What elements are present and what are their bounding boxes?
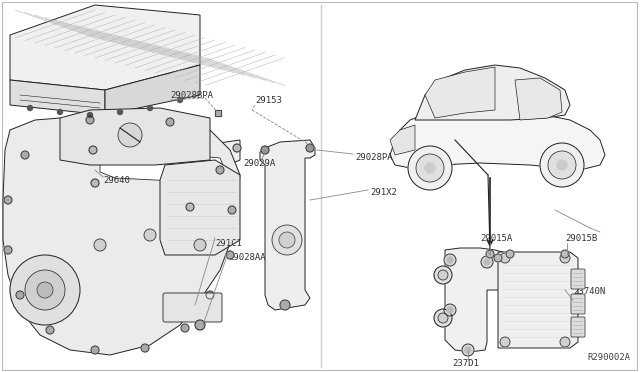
Polygon shape — [515, 78, 562, 120]
Polygon shape — [498, 252, 578, 348]
Circle shape — [484, 259, 490, 265]
Circle shape — [500, 253, 510, 263]
Text: 29640: 29640 — [103, 176, 130, 185]
FancyBboxPatch shape — [571, 269, 585, 289]
Circle shape — [144, 229, 156, 241]
Polygon shape — [85, 135, 240, 210]
Polygon shape — [105, 65, 200, 115]
Polygon shape — [60, 108, 210, 165]
Circle shape — [118, 109, 122, 115]
Polygon shape — [260, 140, 315, 310]
Text: 29029A: 29029A — [243, 158, 275, 167]
Circle shape — [88, 112, 93, 118]
Circle shape — [279, 232, 295, 248]
Circle shape — [94, 239, 106, 251]
FancyBboxPatch shape — [571, 317, 585, 337]
Circle shape — [486, 250, 494, 258]
Circle shape — [195, 320, 205, 330]
Circle shape — [86, 116, 94, 124]
Circle shape — [557, 160, 567, 170]
Circle shape — [434, 266, 452, 284]
Circle shape — [540, 143, 584, 187]
Text: 291C1: 291C1 — [215, 238, 242, 247]
Text: 29015B: 29015B — [565, 234, 597, 243]
Polygon shape — [100, 150, 225, 182]
Circle shape — [438, 270, 448, 280]
Circle shape — [494, 254, 502, 262]
Bar — [215, 110, 221, 116]
Polygon shape — [425, 67, 495, 118]
FancyBboxPatch shape — [163, 293, 222, 322]
Circle shape — [4, 196, 12, 204]
Circle shape — [228, 206, 236, 214]
Circle shape — [226, 251, 234, 259]
Polygon shape — [415, 65, 570, 120]
Text: 237D1: 237D1 — [452, 359, 479, 368]
Circle shape — [118, 123, 142, 147]
Polygon shape — [390, 125, 415, 155]
Circle shape — [408, 146, 452, 190]
Circle shape — [560, 253, 570, 263]
Circle shape — [272, 225, 302, 255]
Circle shape — [181, 324, 189, 332]
Circle shape — [37, 282, 53, 298]
Circle shape — [194, 239, 206, 251]
Circle shape — [425, 163, 435, 173]
Polygon shape — [160, 160, 240, 255]
Text: 291X2: 291X2 — [370, 187, 397, 196]
Circle shape — [481, 256, 493, 268]
Circle shape — [465, 347, 471, 353]
Polygon shape — [3, 118, 240, 355]
Circle shape — [438, 313, 448, 323]
Text: 29153: 29153 — [255, 96, 282, 105]
Circle shape — [58, 109, 63, 115]
Polygon shape — [10, 80, 105, 115]
Circle shape — [91, 346, 99, 354]
Circle shape — [28, 106, 33, 110]
Circle shape — [506, 250, 514, 258]
FancyBboxPatch shape — [571, 294, 585, 314]
Circle shape — [261, 146, 269, 154]
Circle shape — [447, 257, 453, 263]
Text: R290002A: R290002A — [587, 353, 630, 362]
Text: 29028AA: 29028AA — [228, 253, 266, 263]
Circle shape — [444, 254, 456, 266]
Circle shape — [141, 344, 149, 352]
Bar — [215, 110, 221, 116]
Polygon shape — [10, 5, 200, 90]
Circle shape — [16, 291, 24, 299]
Circle shape — [166, 118, 174, 126]
Circle shape — [10, 255, 80, 325]
Circle shape — [21, 151, 29, 159]
Circle shape — [280, 300, 290, 310]
Circle shape — [306, 144, 314, 152]
Circle shape — [444, 304, 456, 316]
Text: 29015A: 29015A — [480, 234, 512, 243]
Circle shape — [500, 337, 510, 347]
Text: 29028PA: 29028PA — [355, 153, 392, 161]
Circle shape — [147, 106, 152, 110]
Circle shape — [4, 246, 12, 254]
Circle shape — [89, 146, 97, 154]
Circle shape — [462, 344, 474, 356]
Text: 23740N: 23740N — [573, 288, 605, 296]
Circle shape — [25, 270, 65, 310]
Polygon shape — [445, 248, 510, 352]
Circle shape — [561, 250, 569, 258]
Circle shape — [560, 337, 570, 347]
Circle shape — [46, 326, 54, 334]
Text: 29028BPA: 29028BPA — [170, 90, 213, 99]
Circle shape — [186, 203, 194, 211]
Circle shape — [216, 166, 224, 174]
Circle shape — [91, 179, 99, 187]
Polygon shape — [390, 108, 605, 170]
Circle shape — [416, 154, 444, 182]
Circle shape — [434, 309, 452, 327]
Circle shape — [548, 151, 576, 179]
Circle shape — [206, 291, 214, 299]
Circle shape — [233, 144, 241, 152]
Circle shape — [177, 97, 182, 103]
Circle shape — [447, 307, 453, 313]
